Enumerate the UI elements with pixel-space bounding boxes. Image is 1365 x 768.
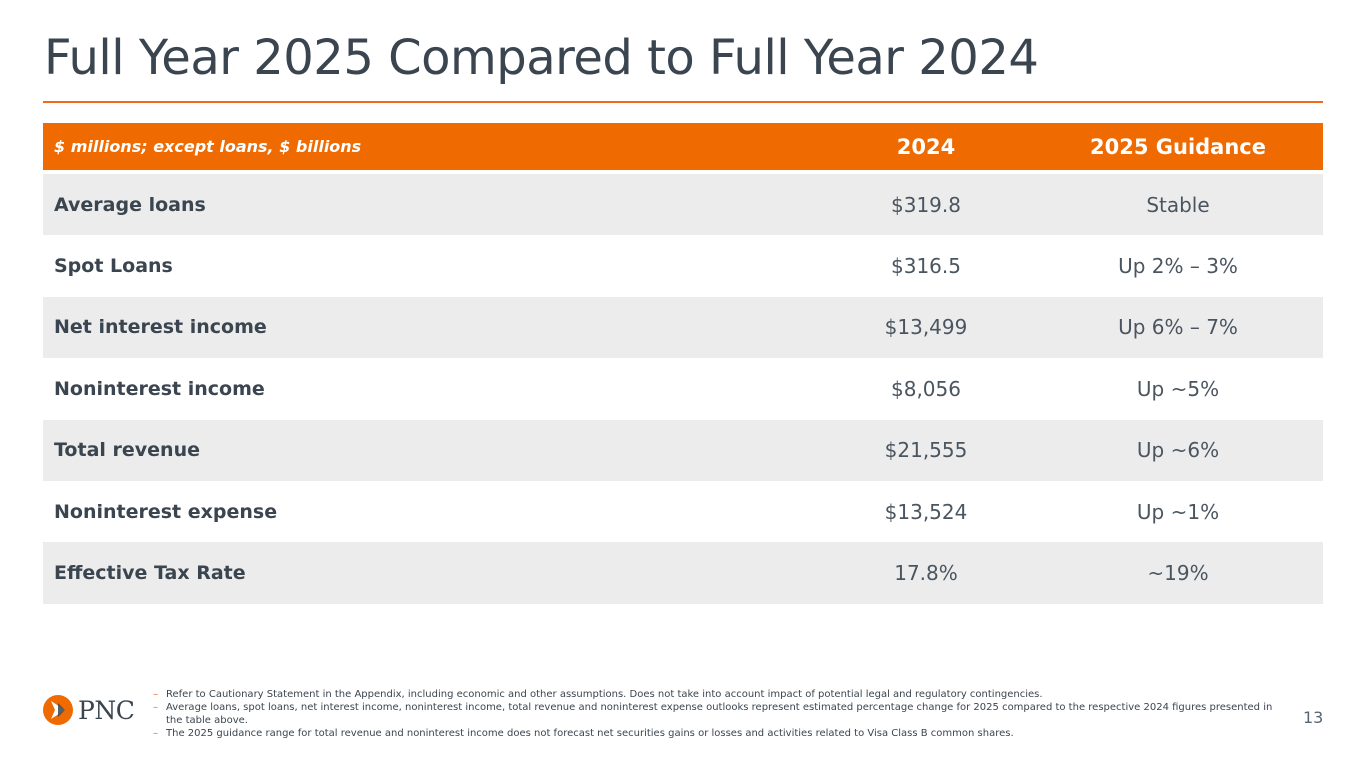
page-number: 13 [1303, 708, 1324, 727]
table-row: Effective Tax Rate 17.8% ~19% [43, 542, 1323, 604]
footnote-item: – Refer to Cautionary Statement in the Ap… [153, 688, 1288, 701]
row-value-2024: $319.8 [891, 192, 961, 217]
row-label: Total revenue [54, 439, 200, 462]
table-row: Total revenue $21,555 Up ~6% [43, 419, 1323, 481]
footnotes: – Refer to Cautionary Statement in the Ap… [153, 688, 1288, 740]
row-label: Noninterest expense [54, 500, 278, 523]
row-label: Effective Tax Rate [54, 562, 246, 585]
footnote-text: Average loans, spot loans, net interest … [166, 702, 1273, 726]
row-label: Net interest income [54, 316, 267, 339]
table-row: Net interest income $13,499 Up 6% – 7% [43, 296, 1323, 359]
header-guidance: 2025 Guidance [1090, 134, 1266, 159]
row-guidance: Up 2% – 3% [1118, 254, 1238, 279]
row-value-2024: 17.8% [894, 561, 958, 586]
page-title: Full Year 2025 Compared to Full Year 202… [44, 30, 1039, 86]
row-label: Spot Loans [54, 255, 173, 278]
row-label: Average loans [54, 193, 206, 216]
pnc-logo-icon [43, 695, 73, 725]
guidance-table: $ millions; except loans, $ billions 202… [43, 123, 1323, 604]
table-header: $ millions; except loans, $ billions 202… [43, 123, 1323, 170]
footnote-item: – Average loans, spot loans, net interest… [153, 701, 1288, 727]
footnote-text: Refer to Cautionary Statement in the App… [166, 689, 1043, 700]
row-value-2024: $8,056 [891, 376, 961, 401]
pnc-logo: PNC [42, 694, 135, 726]
row-value-2024: $316.5 [891, 254, 961, 279]
row-value-2024: $13,524 [884, 499, 968, 524]
row-value-2024: $21,555 [884, 438, 968, 463]
row-guidance: Up ~6% [1136, 438, 1220, 463]
footnote-text: The 2025 guidance range for total revenu… [166, 728, 1014, 739]
table-row: Noninterest income $8,056 Up ~5% [43, 358, 1323, 419]
table-row: Noninterest expense $13,524 Up ~1% [43, 481, 1323, 542]
row-guidance: Up ~5% [1136, 376, 1220, 401]
table-row: Average loans $319.8 Stable [43, 174, 1323, 236]
logo-text: PNC [78, 695, 135, 725]
title-divider [43, 101, 1323, 103]
header-2024: 2024 [896, 134, 956, 159]
row-value-2024: $13,499 [884, 315, 968, 340]
row-label: Noninterest income [54, 377, 265, 400]
row-guidance: Stable [1146, 192, 1210, 217]
footnote-item: – The 2025 guidance range for total reven… [153, 727, 1288, 740]
footnote-bullet: – [153, 728, 158, 739]
row-guidance: Up 6% – 7% [1118, 315, 1238, 340]
footnote-bullet: – [153, 689, 158, 700]
table-row: Spot Loans $316.5 Up 2% – 3% [43, 235, 1323, 296]
row-guidance: ~19% [1147, 561, 1209, 586]
row-guidance: Up ~1% [1136, 499, 1220, 524]
footnote-bullet: – [153, 702, 158, 713]
header-label: $ millions; except loans, $ billions [54, 137, 362, 156]
